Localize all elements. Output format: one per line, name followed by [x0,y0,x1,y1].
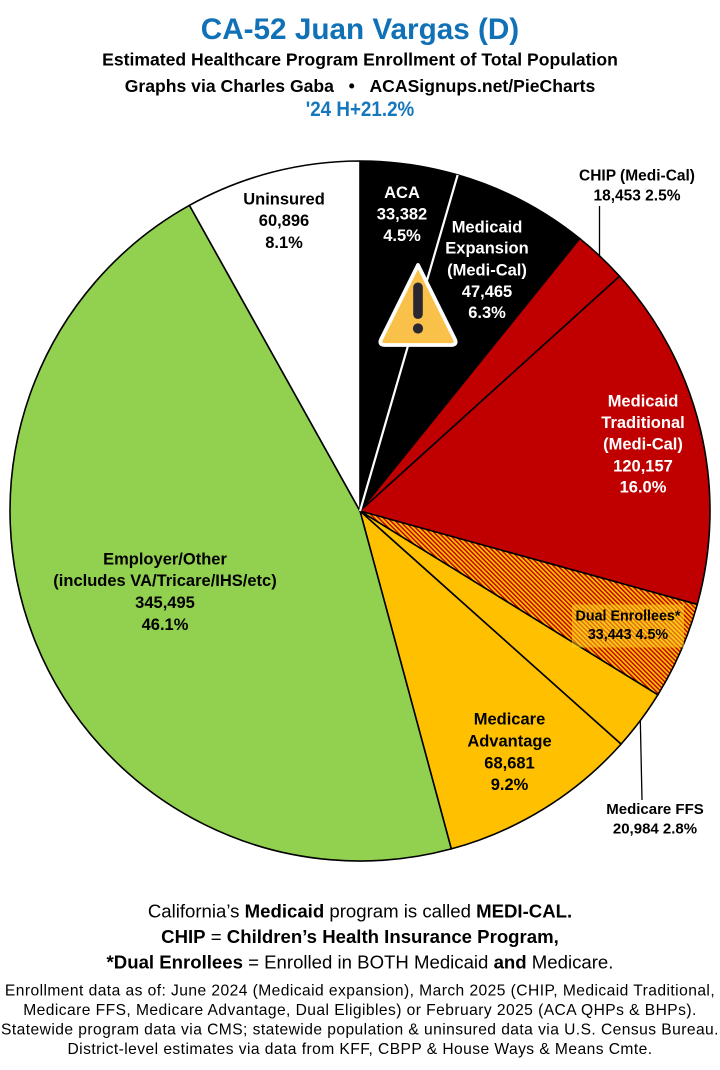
svg-text:120,157: 120,157 [613,458,673,476]
svg-text:Advantage: Advantage [467,733,551,751]
svg-text:Graphs via Charles Gaba •: Graphs via Charles Gaba • ACASignups.net… [125,76,596,96]
svg-text:Traditional: Traditional [601,414,684,432]
svg-text:Enrollment data as of: June 20: Enrollment data as of: June 2024 (Medica… [5,983,715,1000]
svg-text:Medicare FFS: Medicare FFS [606,801,704,818]
svg-text:California’s Medicaid program: California’s Medicaid program is called … [148,901,572,922]
svg-text:Estimated Healthcare Program E: Estimated Healthcare Program Enrollment … [102,50,618,70]
svg-text:Medicare: Medicare [474,711,546,729]
svg-text:CHIP (Medi-Cal): CHIP (Medi-Cal) [579,168,695,185]
svg-text:Dual Enrollees*: Dual Enrollees* [576,609,681,625]
svg-text:Medicaid: Medicaid [608,393,679,411]
svg-text:33,382: 33,382 [377,206,427,224]
svg-text:Expansion: Expansion [445,240,528,258]
svg-text:(includes VA/Tricare/IHS/etc): (includes VA/Tricare/IHS/etc) [53,572,276,590]
svg-text:Statewide program data via CMS: Statewide program data via CMS; statewid… [1,1022,719,1039]
svg-text:345,495: 345,495 [135,594,195,612]
svg-text:'24 H+21.2%: '24 H+21.2% [306,97,415,121]
svg-text:(Medi-Cal): (Medi-Cal) [447,262,527,280]
svg-text:47,465: 47,465 [462,283,512,301]
svg-text:ACA: ACA [384,184,420,202]
svg-text:33,443 4.5%: 33,443 4.5% [588,627,669,643]
svg-text:46.1%: 46.1% [142,616,189,634]
svg-text:Uninsured: Uninsured [243,191,325,209]
svg-text:4.5%: 4.5% [383,227,421,245]
svg-text:68,681: 68,681 [484,755,534,773]
svg-text:9.2%: 9.2% [491,776,529,794]
svg-text:CHIP = Children’s Health Insur: CHIP = Children’s Health Insurance Progr… [161,926,559,947]
svg-text:16.0%: 16.0% [620,479,667,497]
svg-text:Employer/Other: Employer/Other [103,551,227,569]
svg-text:Medicare FFS, Medicare Advanta: Medicare FFS, Medicare Advantage, Dual E… [23,1002,697,1019]
svg-text:District-level estimates via d: District-level estimates via data from K… [67,1041,652,1058]
svg-text:6.3%: 6.3% [468,304,506,322]
svg-text:8.1%: 8.1% [265,234,303,252]
svg-text:*Dual Enrollees = Enrolled in: *Dual Enrollees = Enrolled in BOTH Medic… [107,952,614,973]
svg-text:20,984 2.8%: 20,984 2.8% [613,820,697,837]
svg-text:(Medi-Cal): (Medi-Cal) [603,435,683,453]
svg-text:Medicaid: Medicaid [452,219,523,237]
svg-text:60,896: 60,896 [259,212,309,230]
svg-text:CA-52 Juan Vargas (D): CA-52 Juan Vargas (D) [201,13,519,46]
svg-text:18,453 2.5%: 18,453 2.5% [593,188,680,205]
